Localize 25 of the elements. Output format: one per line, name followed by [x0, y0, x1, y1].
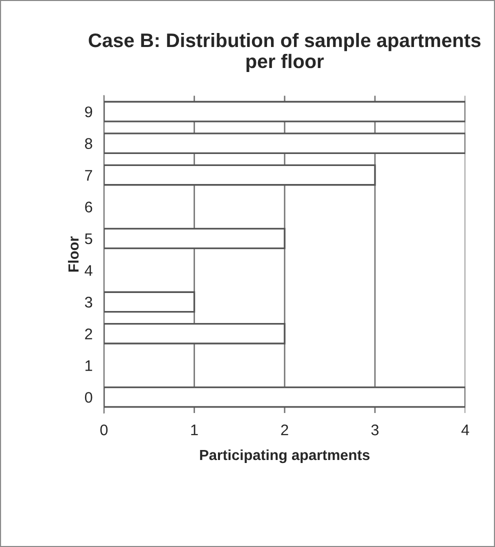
bar [104, 323, 286, 344]
chart-title: Case B: Distribution of sample apartments per floor [88, 32, 480, 72]
bar [104, 228, 286, 250]
y-tick-label: 6 [85, 202, 92, 212]
bar [104, 291, 196, 313]
y-tick-label: 4 [84, 265, 92, 276]
y-axis-title: Floor [68, 236, 79, 272]
x-tick-label: 4 [461, 424, 470, 436]
y-tick-label: 3 [84, 296, 92, 308]
y-tick-label: 7 [85, 170, 92, 181]
x-tick-label: 1 [191, 424, 198, 436]
x-axis-title: Participating apartments [200, 449, 370, 464]
y-tick-label: 0 [84, 392, 92, 403]
bar [104, 100, 466, 122]
bar [104, 164, 376, 186]
x-tick-label: 0 [100, 424, 108, 436]
y-tick-label: 5 [84, 234, 92, 244]
y-tick-label: 2 [85, 328, 92, 340]
x-tick-label: 3 [371, 424, 379, 436]
y-tick-label: 1 [86, 360, 92, 371]
x-tick-label: 2 [281, 424, 288, 436]
bar [104, 132, 466, 154]
bar [104, 386, 466, 408]
y-tick-label: 8 [85, 138, 92, 149]
y-tick-label: 9 [85, 106, 92, 118]
